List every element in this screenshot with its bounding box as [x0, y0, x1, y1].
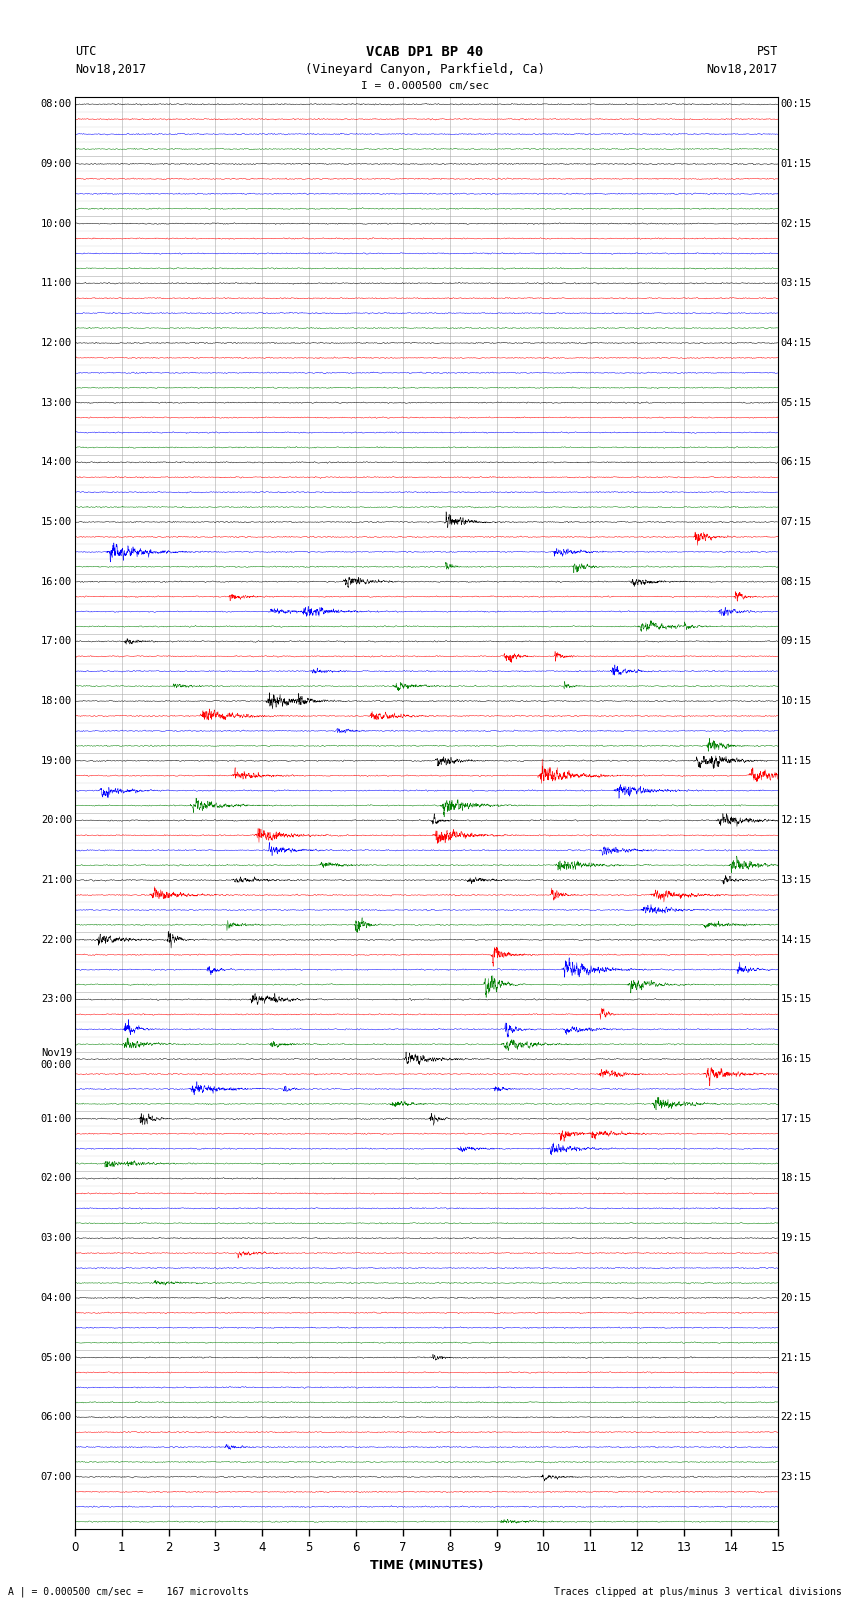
Text: UTC: UTC: [75, 45, 96, 58]
Text: Nov18,2017: Nov18,2017: [706, 63, 778, 76]
Text: I = 0.000500 cm/sec: I = 0.000500 cm/sec: [361, 81, 489, 90]
Text: Traces clipped at plus/minus 3 vertical divisions: Traces clipped at plus/minus 3 vertical …: [553, 1587, 842, 1597]
Text: A | = 0.000500 cm/sec =    167 microvolts: A | = 0.000500 cm/sec = 167 microvolts: [8, 1586, 249, 1597]
Text: PST: PST: [756, 45, 778, 58]
Text: (Vineyard Canyon, Parkfield, Ca): (Vineyard Canyon, Parkfield, Ca): [305, 63, 545, 76]
Text: Nov18,2017: Nov18,2017: [75, 63, 146, 76]
X-axis label: TIME (MINUTES): TIME (MINUTES): [370, 1560, 483, 1573]
Text: VCAB DP1 BP 40: VCAB DP1 BP 40: [366, 45, 484, 60]
